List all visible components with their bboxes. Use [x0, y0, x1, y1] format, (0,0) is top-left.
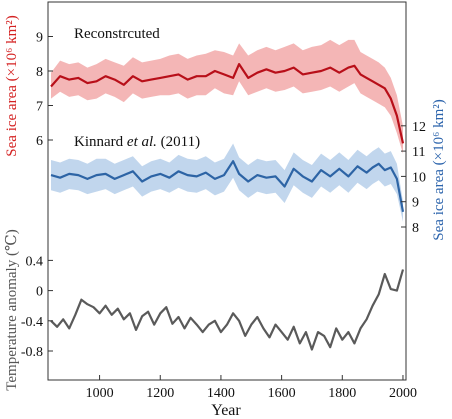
band-kinnard	[51, 143, 403, 222]
y-tick-label-reconstructed: 7	[36, 100, 43, 115]
x-tick-label: 1200	[146, 386, 174, 401]
y-axis-label-kinnard: Sea ice area (×10⁶ km²)	[431, 99, 447, 240]
y-tick-label-temperature: 0.4	[26, 254, 44, 269]
y-tick-label-kinnard: 9	[412, 196, 419, 211]
y-tick-label-reconstructed: 8	[36, 65, 43, 80]
y-tick-label-kinnard: 8	[412, 221, 419, 236]
band-reconstructed	[51, 39, 403, 154]
y-tick-label-temperature: -0.8	[21, 345, 43, 360]
axis-ticks: 6 7 8 9 8 9 10 11 12 -0.8 -0.4 0 0.4 1000 1200 1400 1600…	[21, 31, 426, 402]
y-tick-label-temperature: 0	[36, 285, 43, 300]
y-axis-label-reconstructed: Sea ice area (×10⁶ km²)	[4, 15, 20, 156]
y-tick-label-kinnard: 10	[412, 170, 426, 185]
y-tick-label-kinnard: 12	[412, 120, 426, 135]
y-tick-label-reconstructed: 6	[36, 134, 43, 149]
y-tick-label-reconstructed: 9	[36, 31, 43, 46]
y-tick-label-kinnard: 11	[412, 145, 425, 160]
series-line-reconstructed	[50, 62, 405, 144]
reconstructed-label: Reconstrcuted	[74, 26, 160, 42]
y-axis-label-temperature: Temperature anomaly (℃)	[4, 229, 20, 391]
x-tick-label: 1400	[207, 386, 235, 401]
x-axis-label: Year	[211, 402, 241, 419]
uncertainty-bands	[51, 39, 403, 222]
series-line-temperature	[50, 269, 405, 351]
x-tick-label: 1600	[268, 386, 296, 401]
series-line-kinnard	[50, 160, 405, 213]
kinnard-label: Kinnard et al. (2011)	[74, 134, 200, 150]
x-tick-label: 1800	[328, 386, 356, 401]
x-tick-label: 1000	[86, 386, 114, 401]
y-tick-label-temperature: -0.4	[21, 315, 43, 330]
series-lines	[50, 62, 405, 351]
x-tick-label: 2000	[389, 386, 417, 401]
